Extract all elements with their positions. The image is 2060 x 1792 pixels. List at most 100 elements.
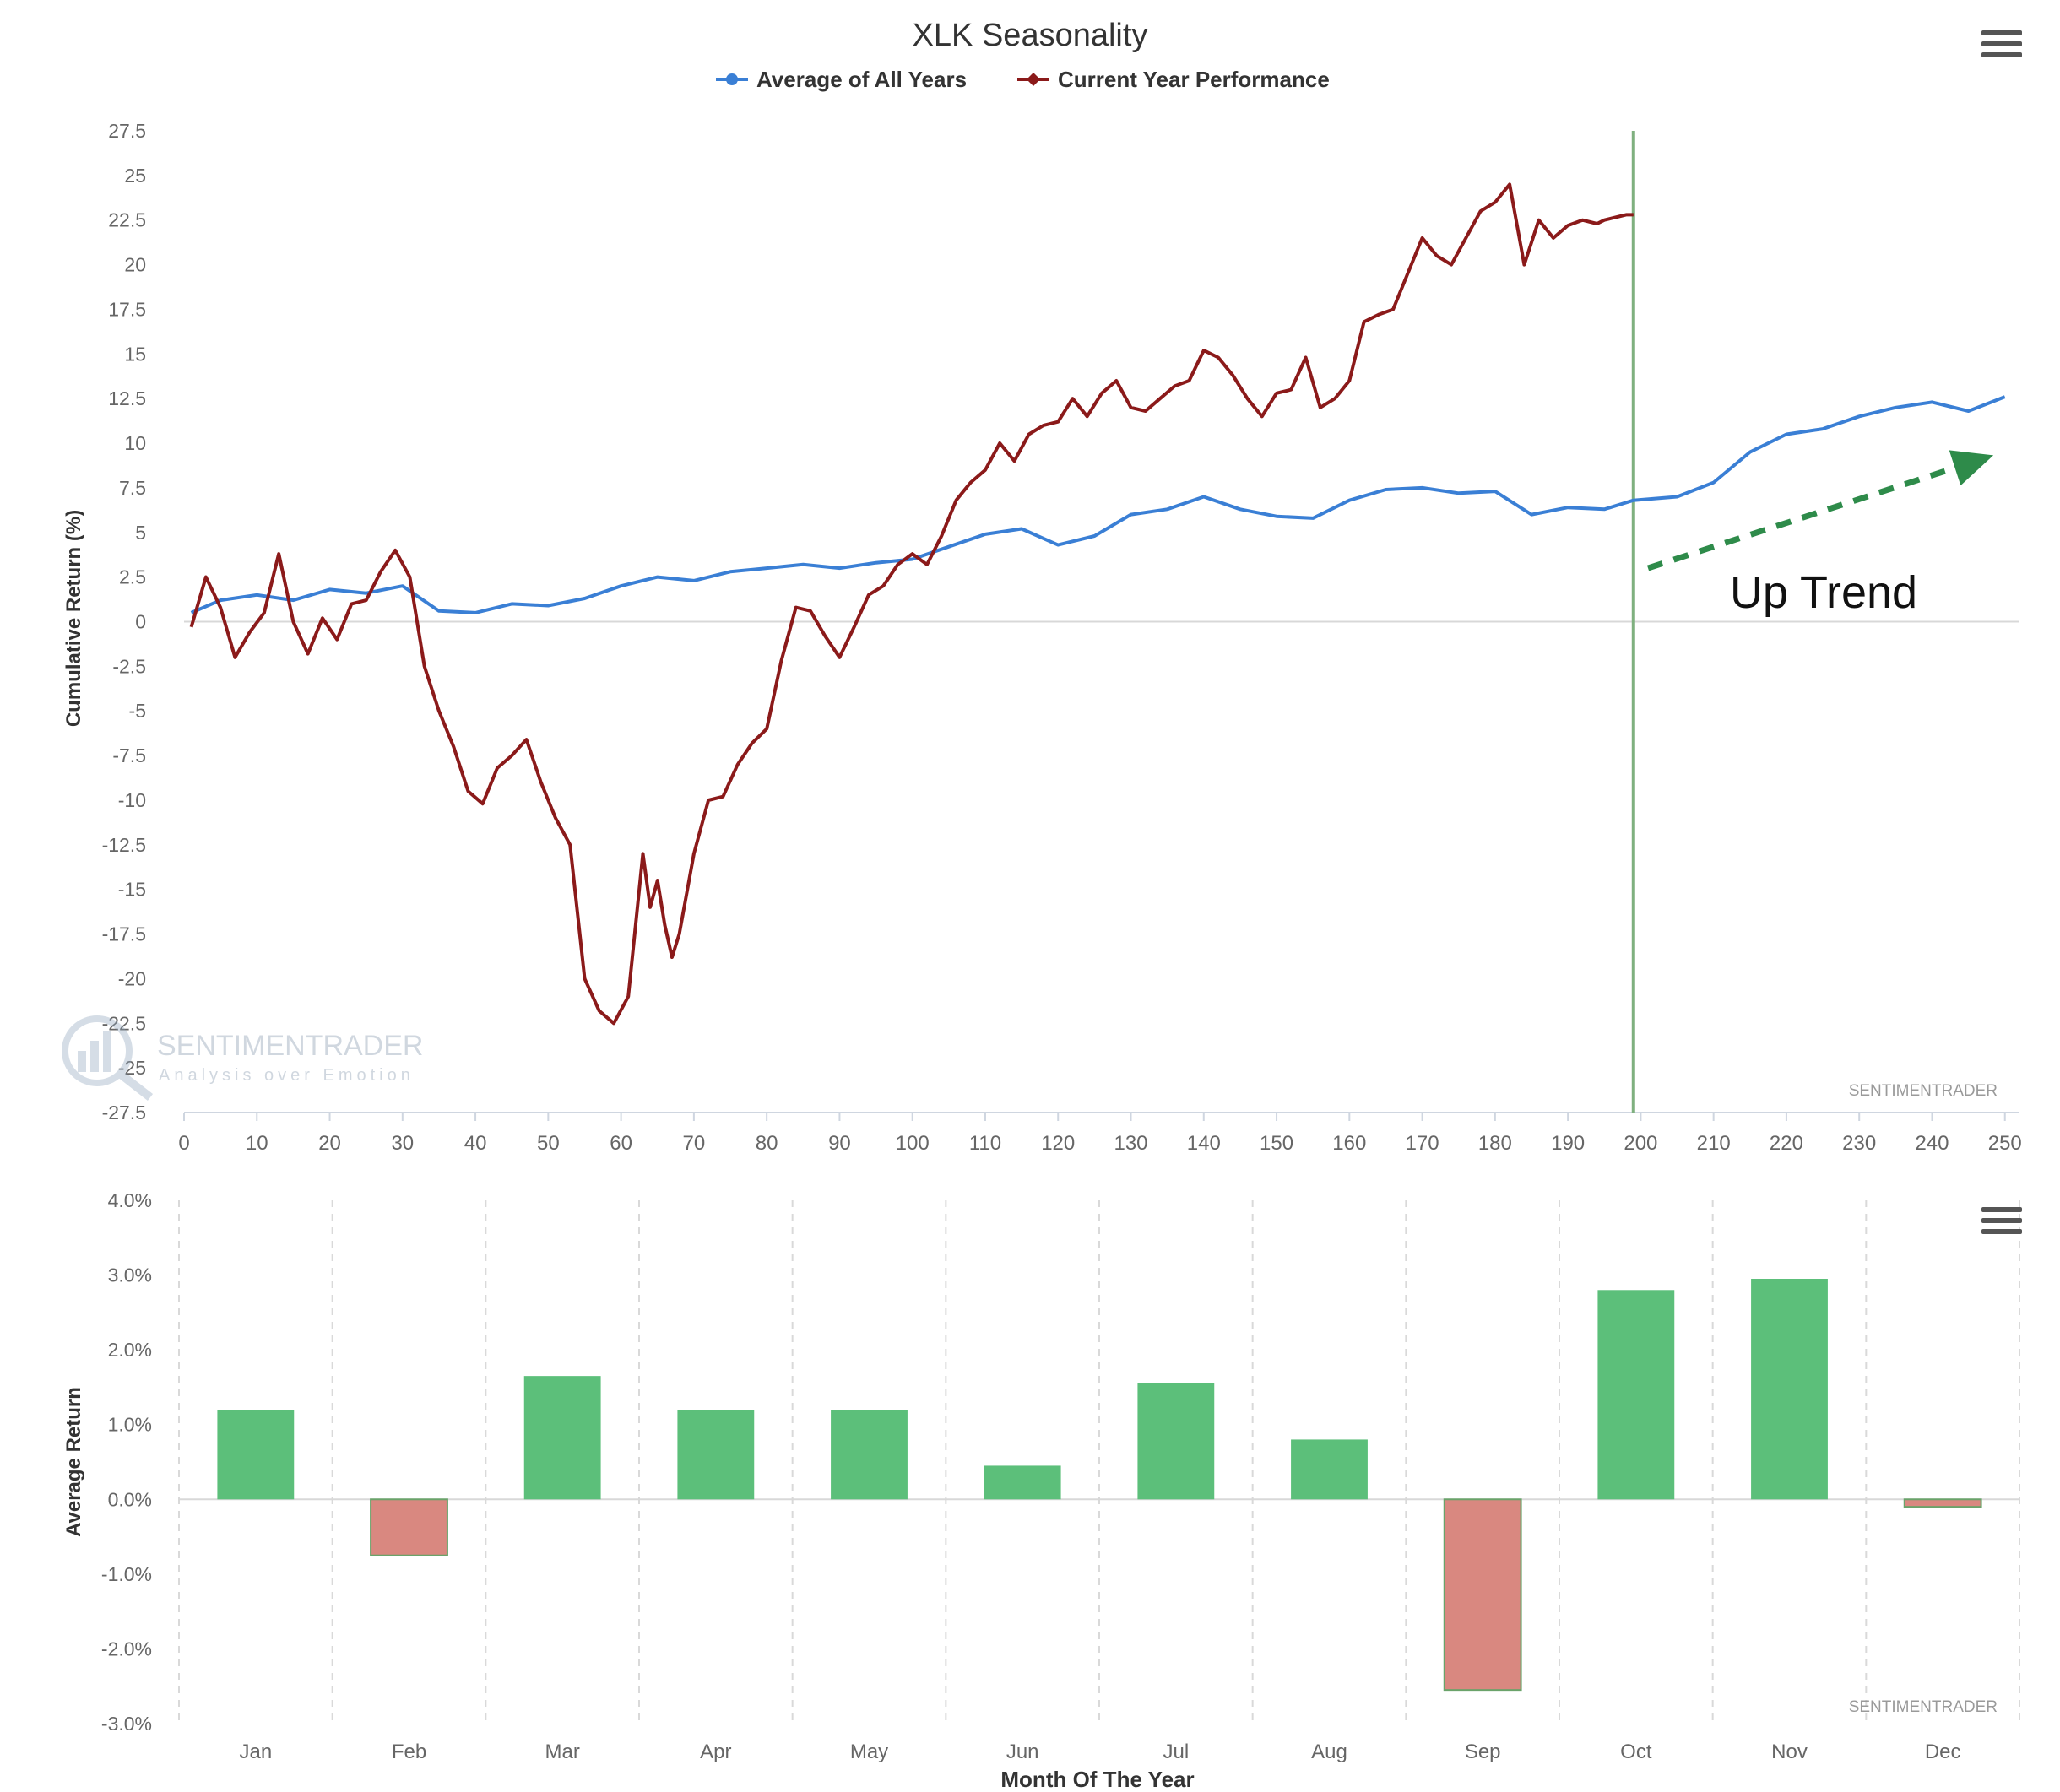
x-tick-label: May bbox=[850, 1741, 888, 1763]
watermark-text: SENTIMENTRADER bbox=[1849, 1082, 1998, 1100]
series-line-current bbox=[189, 182, 1634, 1026]
x-tick-label: 220 bbox=[1770, 1132, 1803, 1155]
logo-tagline: Analysis over Emotion bbox=[159, 1066, 415, 1085]
legend-marker-dot bbox=[726, 73, 738, 85]
y-tick-label: 17.5 bbox=[108, 298, 146, 320]
bar-nov bbox=[1751, 1279, 1828, 1500]
y-tick-label: 25 bbox=[124, 165, 146, 187]
x-tick-label: 150 bbox=[1260, 1132, 1293, 1155]
y-tick-label: 1.0% bbox=[108, 1414, 152, 1436]
bar-jun bbox=[984, 1465, 1061, 1500]
x-tick-label: Apr bbox=[700, 1741, 731, 1763]
x-tick-label: Mar bbox=[545, 1741, 579, 1763]
x-tick-label: 240 bbox=[1915, 1132, 1949, 1155]
x-tick-label: 80 bbox=[756, 1132, 778, 1155]
bar-chart-menu-icon[interactable] bbox=[1981, 1207, 2022, 1241]
y-tick-label: 2.0% bbox=[108, 1339, 152, 1361]
bar-may bbox=[831, 1410, 908, 1500]
logo-ring bbox=[62, 1015, 133, 1086]
y-tick-label: -2.5 bbox=[112, 655, 146, 677]
y-tick-label: -7.5 bbox=[112, 744, 146, 766]
y-tick-label: -15 bbox=[118, 879, 146, 901]
y-tick-label: -3.0% bbox=[101, 1713, 152, 1735]
x-tick-label: 230 bbox=[1842, 1132, 1876, 1155]
logo-bar bbox=[103, 1031, 111, 1072]
x-tick-label: 130 bbox=[1114, 1132, 1147, 1155]
x-tick-label: 70 bbox=[683, 1132, 706, 1155]
x-tick-label: 10 bbox=[246, 1132, 268, 1155]
x-tick-label: Sep bbox=[1465, 1741, 1501, 1763]
y-tick-label: -22.5 bbox=[102, 1012, 146, 1034]
legend-marker-diamond bbox=[1027, 73, 1040, 86]
bar-jul bbox=[1137, 1383, 1215, 1500]
y-tick-label: -25 bbox=[118, 1057, 146, 1079]
x-tick-label: 30 bbox=[391, 1132, 414, 1155]
x-tick-label: Oct bbox=[1620, 1741, 1652, 1763]
bar-oct bbox=[1597, 1290, 1675, 1500]
x-tick-label: 180 bbox=[1478, 1132, 1512, 1155]
x-tick-label: 90 bbox=[828, 1132, 851, 1155]
x-tick-label: Jul bbox=[1163, 1741, 1189, 1763]
x-tick-label: 170 bbox=[1406, 1132, 1439, 1155]
x-tick-label: 100 bbox=[896, 1132, 930, 1155]
bar-jan bbox=[217, 1410, 295, 1500]
y-tick-label: -27.5 bbox=[102, 1102, 146, 1123]
x-tick-label: 40 bbox=[464, 1132, 487, 1155]
y-tick-label: -12.5 bbox=[102, 834, 146, 856]
y-tick-label: -1.0% bbox=[101, 1563, 152, 1585]
trend-arrow-line bbox=[1646, 457, 1977, 571]
y-tick-label: 15 bbox=[124, 343, 146, 365]
legend-label: Average of All Years bbox=[756, 67, 967, 92]
y-tick-label: 7.5 bbox=[119, 477, 146, 499]
y-axis-title: Average Return bbox=[62, 1387, 85, 1537]
y-tick-label: -5 bbox=[129, 700, 146, 722]
y-tick-label: -10 bbox=[118, 789, 146, 811]
y-tick-label: 27.5 bbox=[108, 120, 146, 142]
line-chart: XLK Seasonality Average of All Years Curre… bbox=[62, 18, 2022, 1155]
bar-aug bbox=[1291, 1439, 1368, 1500]
x-tick-label: 60 bbox=[610, 1132, 632, 1155]
y-axis-title: Cumulative Return (%) bbox=[62, 510, 85, 727]
y-tick-label: 0.0% bbox=[108, 1488, 152, 1510]
chart-menu-icon[interactable] bbox=[1981, 30, 2022, 64]
logo-handle bbox=[117, 1070, 154, 1101]
x-tick-label: Dec bbox=[1925, 1741, 1961, 1763]
y-tick-label: 3.0% bbox=[108, 1264, 152, 1286]
x-tick-label: Jun bbox=[1006, 1741, 1039, 1763]
x-tick-label: 210 bbox=[1697, 1132, 1731, 1155]
x-tick-label: Aug bbox=[1311, 1741, 1347, 1763]
x-tick-label: 250 bbox=[1988, 1132, 2022, 1155]
bar-chart: 4.0% 3.0% 2.0% 1.0% 0.0% -1.0% -2.0% -3.0% Jan Fe… bbox=[62, 1189, 2020, 1792]
x-tick-label: Feb bbox=[392, 1741, 426, 1763]
y-tick-label: 0 bbox=[135, 611, 146, 633]
x-tick-label: 140 bbox=[1187, 1132, 1221, 1155]
x-tick-label: Nov bbox=[1771, 1741, 1808, 1763]
bar-mar bbox=[523, 1376, 601, 1500]
bar-apr bbox=[677, 1410, 755, 1500]
logo-bar bbox=[78, 1051, 86, 1072]
y-tick-label: 10 bbox=[124, 432, 146, 454]
y-tick-label: 4.0% bbox=[108, 1189, 152, 1211]
x-tick-label: 50 bbox=[537, 1132, 560, 1155]
logo-bar bbox=[90, 1041, 99, 1072]
chart-title: XLK Seasonality bbox=[913, 18, 1148, 53]
y-tick-label: -2.0% bbox=[101, 1638, 152, 1659]
y-tick-label: 2.5 bbox=[119, 566, 146, 588]
y-tick-label: 12.5 bbox=[108, 387, 146, 409]
x-tick-label: 20 bbox=[318, 1132, 341, 1155]
x-tick-label: 190 bbox=[1551, 1132, 1585, 1155]
bar-feb bbox=[370, 1498, 448, 1556]
x-axis-title: Month Of The Year bbox=[1000, 1767, 1194, 1792]
bar-sep bbox=[1443, 1498, 1522, 1692]
sentimentrader-logo: SENTIMENTRADER Analysis over Emotion bbox=[62, 1015, 423, 1101]
x-tick-label: 110 bbox=[969, 1132, 1001, 1155]
x-tick-label: 200 bbox=[1624, 1132, 1657, 1155]
x-tick-label: 160 bbox=[1332, 1132, 1366, 1155]
y-tick-label: 22.5 bbox=[108, 209, 146, 231]
y-tick-label: -20 bbox=[118, 967, 146, 989]
watermark-text: SENTIMENTRADER bbox=[1849, 1698, 1998, 1716]
legend-label: Current Year Performance bbox=[1058, 67, 1330, 92]
logo-text: SENTIMENTRADER bbox=[157, 1030, 423, 1062]
bar-dec bbox=[1903, 1498, 1982, 1508]
